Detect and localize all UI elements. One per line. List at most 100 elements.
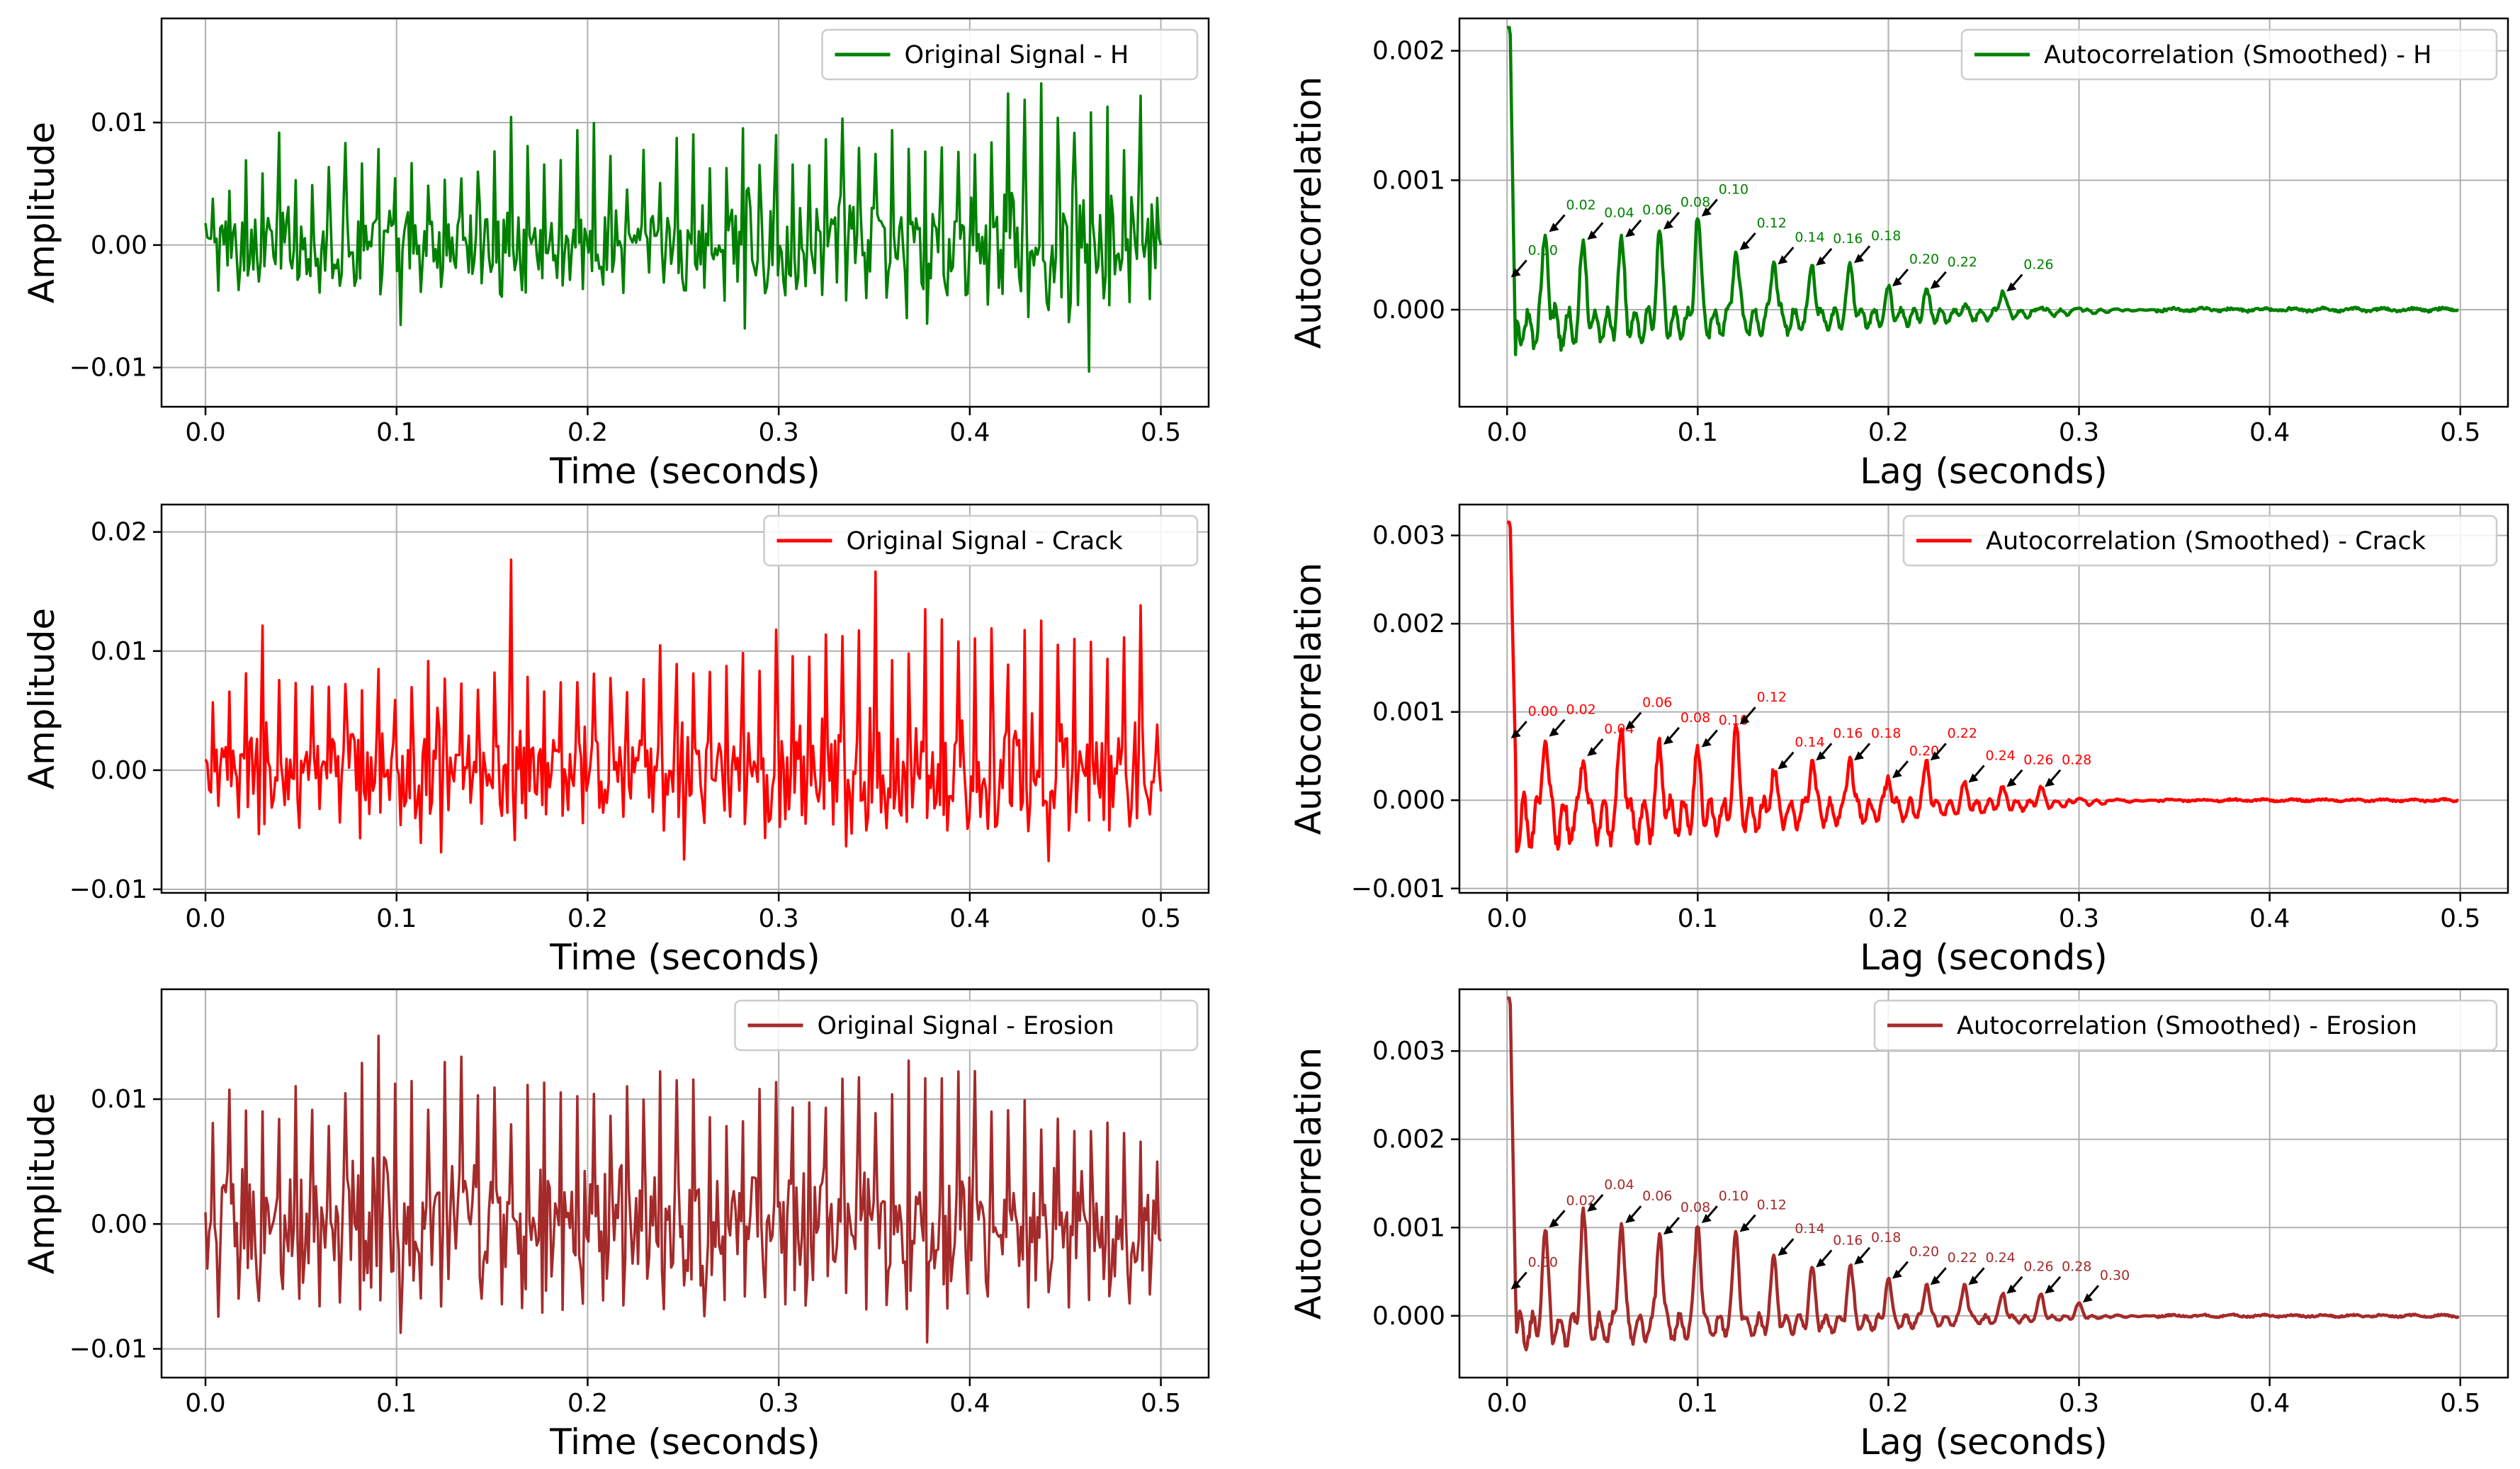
- annotation-label: 0.26: [2023, 1259, 2053, 1275]
- y-tick-label: 0.02: [91, 518, 147, 547]
- legend-box: [763, 514, 1199, 567]
- legend-box: [734, 999, 1199, 1052]
- series-line: [1506, 996, 2460, 1351]
- legend-label: Autocorrelation (Smoothed) - Crack: [1986, 527, 2426, 556]
- annotation-arrowhead: [1663, 1225, 1673, 1235]
- annotation-arrowhead: [2082, 1293, 2093, 1303]
- peak-annotation: 0.08: [1663, 710, 1710, 745]
- annotation-label: 0.16: [1833, 726, 1863, 741]
- y-tick-label: 0.002: [1372, 609, 1445, 638]
- annotation-arrowhead: [1549, 727, 1559, 737]
- peak-annotation: 0.30: [2082, 1268, 2130, 1303]
- y-axis-label: Amplitude: [21, 608, 62, 789]
- peak-annotation: 0.18: [1854, 228, 1901, 264]
- legend-box: [1902, 514, 2498, 567]
- peak-annotation: 0.16: [1816, 1232, 1863, 1268]
- legend-label: Autocorrelation (Smoothed) - Erosion: [1957, 1012, 2417, 1040]
- y-tick-label: 0.002: [1372, 37, 1445, 66]
- peak-annotation: 0.18: [1854, 726, 1901, 761]
- peak-annotation: 0.10: [1701, 1188, 1748, 1224]
- peak-annotation: 0.04: [1587, 721, 1634, 756]
- series-line: [204, 558, 1163, 862]
- chart-signal-erosion: 0.0 0.1 0.2 0.3 0.4 0.5 −0.01 0.00 0.01 Time (sec…: [21, 988, 1210, 1463]
- annotation-arrowhead: [2045, 777, 2055, 787]
- annotation-arrowhead: [1968, 1276, 1979, 1285]
- annotation-arrowhead: [1510, 729, 1521, 739]
- y-tick-label: 0.001: [1372, 166, 1445, 195]
- legend: Autocorrelation (Smoothed) - Crack: [1902, 514, 2498, 567]
- x-tick-label: 0.3: [2059, 1389, 2099, 1418]
- x-tick-label: 0.4: [2249, 904, 2290, 933]
- annotation-label: 0.22: [1948, 254, 1977, 270]
- annotation-arrowhead: [1510, 1280, 1521, 1290]
- peak-annotation: 0.26: [2006, 257, 2054, 292]
- x-tick-label: 0.1: [1678, 904, 1718, 933]
- x-tick-label: 0.3: [759, 1389, 799, 1418]
- peak-annotation: 0.24: [1968, 1250, 2016, 1285]
- annotation-label: 0.18: [1871, 228, 1901, 244]
- annotation-arrowhead: [1854, 1255, 1865, 1265]
- y-axis-label: Autocorrelation: [1288, 77, 1329, 349]
- x-tick-label: 0.4: [2249, 418, 2290, 447]
- x-axis-label: Lag (seconds): [1860, 451, 2108, 492]
- x-axis-label: Lag (seconds): [1860, 937, 2108, 978]
- x-tick-label: 0.5: [2440, 418, 2480, 447]
- annotation-arrowhead: [1625, 1214, 1636, 1224]
- chart-autocorr-erosion: 0.00 0.02 0.04 0.06 0.08 0.10 0.12 0.14 0.16 0.18…: [1288, 988, 2509, 1463]
- chart-signal-crack: 0.0 0.1 0.2 0.3 0.4 0.5 −0.01 0.00 0.01 0.02 Time …: [21, 503, 1210, 978]
- annotation-arrowhead: [1663, 220, 1673, 230]
- annotation-label: 0.02: [1566, 197, 1595, 213]
- peak-annotation: 0.20: [1892, 743, 1939, 779]
- peak-annotation: 0.26: [2006, 753, 2054, 787]
- annotation-arrowhead: [1587, 230, 1598, 240]
- annotation-label: 0.04: [1604, 1177, 1634, 1193]
- annotation-label: 0.00: [1528, 1254, 1558, 1270]
- peak-annotation: 0.04: [1587, 205, 1634, 240]
- peak-annotation: 0.00: [1510, 1254, 1558, 1290]
- y-tick-label: 0.01: [91, 1085, 147, 1114]
- legend-box: [1960, 28, 2498, 81]
- peak-annotation: 0.10: [1701, 181, 1748, 217]
- peak-annotation: 0.06: [1625, 203, 1672, 237]
- y-tick-label: −0.01: [69, 875, 147, 904]
- peak-annotation: 0.20: [1892, 1244, 1939, 1279]
- annotation-arrowhead: [1778, 760, 1788, 770]
- peak-annotation: 0.14: [1778, 735, 1825, 770]
- x-tick-label: 0.0: [1487, 1389, 1527, 1418]
- legend: Autocorrelation (Smoothed) - Erosion: [1873, 999, 2498, 1052]
- annotation-arrowhead: [1778, 255, 1788, 265]
- y-axis-label: Autocorrelation: [1288, 563, 1329, 835]
- annotation-arrowhead: [1968, 773, 1979, 783]
- y-tick-label: 0.00: [91, 231, 147, 260]
- annotation-label: 0.10: [1719, 713, 1748, 728]
- peak-annotation: 0.06: [1625, 1188, 1672, 1224]
- peak-annotation: 0.14: [1778, 1221, 1825, 1256]
- series-line: [204, 82, 1163, 373]
- legend-label: Original Signal - Crack: [847, 527, 1124, 556]
- x-tick-label: 0.1: [376, 418, 417, 447]
- annotation-label: 0.08: [1680, 1200, 1710, 1215]
- y-axis-label: Amplitude: [21, 1093, 62, 1274]
- y-axis-label: Autocorrelation: [1288, 1047, 1329, 1319]
- annotation-arrowhead: [2006, 1284, 2017, 1294]
- series-line: [204, 1035, 1163, 1344]
- axes-frame: [1458, 503, 2509, 894]
- chart-autocorr-h: 0.00 0.02 0.04 0.06 0.08 0.10 0.12 0.14 0.16 0.18…: [1288, 17, 2509, 492]
- annotation-label: 0.24: [1985, 1250, 2015, 1266]
- annotation-arrowhead: [1854, 751, 1865, 761]
- peak-annotation: 0.10: [1701, 713, 1748, 748]
- annotation-arrowhead: [1625, 720, 1636, 730]
- annotation-arrowhead: [1816, 1258, 1826, 1268]
- legend-label: Original Signal - Erosion: [818, 1012, 1114, 1040]
- annotation-label: 0.28: [2062, 753, 2091, 768]
- annotation-label: 0.02: [1566, 1193, 1595, 1208]
- x-tick-label: 0.2: [567, 904, 608, 933]
- y-tick-label: −0.01: [69, 354, 147, 383]
- annotation-arrowhead: [1778, 1246, 1788, 1256]
- x-tick-label: 0.5: [1141, 904, 1181, 933]
- x-axis-label: Lag (seconds): [1860, 1422, 2108, 1463]
- axes-frame: [160, 988, 1210, 1379]
- peak-annotation: 0.00: [1510, 242, 1558, 278]
- annotation-label: 0.22: [1948, 1250, 1977, 1266]
- y-tick-label: 0.000: [1372, 786, 1445, 815]
